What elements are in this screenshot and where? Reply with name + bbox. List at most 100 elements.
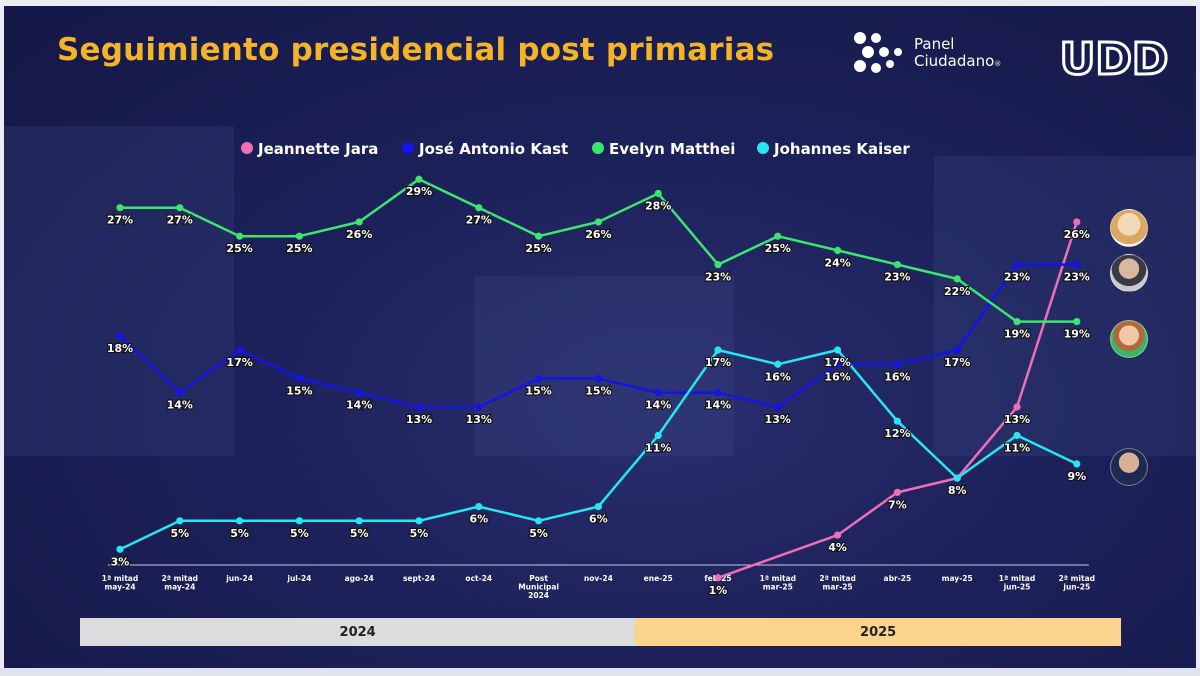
- x-tick-label: 2ª mitad: [819, 574, 855, 583]
- data-point: [1073, 218, 1081, 226]
- data-point: [116, 545, 124, 553]
- data-label: 6%: [469, 513, 488, 526]
- x-tick-label: 2ª mitad: [162, 574, 198, 583]
- data-point: [295, 374, 303, 383]
- data-label: 15%: [525, 385, 551, 398]
- data-point: [1013, 431, 1021, 440]
- data-label: 8%: [948, 484, 967, 497]
- data-point: [774, 403, 782, 411]
- data-label: 25%: [525, 242, 551, 255]
- data-point: [774, 232, 782, 240]
- legend-label: Johannes Kaiser: [773, 140, 910, 158]
- data-label: 28%: [645, 199, 671, 212]
- brand-line-2: Ciudadano: [914, 51, 995, 70]
- data-label: 11%: [645, 441, 671, 454]
- legend-marker: [241, 142, 253, 154]
- data-point: [295, 517, 303, 525]
- data-point: [1013, 403, 1021, 411]
- year-bar-2024: 2024: [80, 618, 636, 646]
- data-point: [654, 431, 662, 440]
- data-label: 5%: [290, 527, 309, 540]
- data-label: 16%: [884, 370, 910, 383]
- bottom-strip: [0, 668, 1200, 676]
- data-point: [714, 574, 722, 582]
- data-label: 25%: [765, 242, 791, 255]
- data-label: 15%: [286, 385, 312, 398]
- data-label: 19%: [1064, 328, 1090, 341]
- data-label: 17%: [705, 356, 731, 369]
- x-tick-label: may-25: [942, 574, 973, 583]
- data-label: 26%: [1064, 228, 1090, 241]
- avatar-johannes-kaiser: [1110, 448, 1148, 486]
- data-label: 11%: [1004, 441, 1030, 454]
- background-palace: [474, 276, 734, 456]
- x-tick-label: jul-24: [286, 574, 311, 583]
- dots-logo-icon: [854, 32, 902, 73]
- data-label: 5%: [350, 527, 369, 540]
- data-point: [475, 403, 483, 411]
- x-tick-label: Municipal: [518, 583, 559, 592]
- data-point: [594, 374, 603, 383]
- data-label: 7%: [888, 498, 907, 511]
- data-label: 17%: [226, 356, 252, 369]
- data-label: 13%: [765, 413, 791, 426]
- data-point: [1073, 317, 1081, 326]
- x-tick-label: oct-24: [465, 574, 492, 583]
- data-point: [774, 360, 782, 368]
- data-label: 13%: [406, 413, 432, 426]
- data-point: [176, 517, 184, 525]
- data-label: 26%: [585, 228, 611, 241]
- data-point: [355, 218, 363, 226]
- data-point: [295, 232, 303, 240]
- x-tick-label: may-24: [104, 583, 135, 592]
- avatar-evelyn-matthei: [1110, 320, 1148, 358]
- page-title: Seguimiento presidencial post primarias: [57, 32, 775, 68]
- series-line: [717, 221, 1078, 579]
- x-tick-label: 2024: [528, 591, 549, 600]
- data-label: 14%: [705, 399, 731, 412]
- udd-logo: UDD: [1058, 36, 1170, 78]
- data-point: [236, 517, 244, 525]
- series-line: [120, 177, 1077, 323]
- data-label: 27%: [107, 214, 133, 227]
- brand-line-1: Panel: [914, 34, 955, 53]
- data-point: [953, 474, 961, 482]
- x-tick-label: jun-25: [1003, 583, 1031, 592]
- data-label: 6%: [589, 513, 608, 526]
- data-point: [1073, 460, 1081, 468]
- data-label: 18%: [107, 342, 133, 355]
- x-tick-label: sept-24: [403, 574, 435, 583]
- data-point: [654, 189, 662, 198]
- data-label: 1%: [709, 584, 728, 597]
- background-building-left: [4, 126, 234, 456]
- data-point: [1013, 261, 1021, 269]
- data-label: 23%: [1004, 271, 1030, 284]
- data-point: [415, 403, 423, 411]
- legend-label: José Antonio Kast: [418, 140, 568, 158]
- data-label: 12%: [884, 427, 910, 440]
- data-label: 24%: [824, 256, 850, 269]
- data-label: 22%: [944, 285, 970, 298]
- data-point: [714, 346, 722, 354]
- data-point: [535, 517, 543, 525]
- data-label: 27%: [466, 214, 492, 227]
- x-tick-label: jun-25: [1062, 583, 1090, 592]
- data-label: 23%: [884, 271, 910, 284]
- data-point: [714, 261, 722, 269]
- x-tick-label: nov-24: [584, 574, 613, 583]
- data-label: 19%: [1004, 328, 1030, 341]
- data-label: 16%: [824, 370, 850, 383]
- data-point: [1073, 261, 1081, 269]
- data-point: [415, 175, 423, 183]
- data-point: [475, 503, 483, 511]
- data-point: [714, 389, 722, 397]
- data-label: 13%: [466, 413, 492, 426]
- data-label: 5%: [410, 527, 429, 540]
- data-point: [236, 232, 244, 240]
- data-label: 14%: [167, 399, 193, 412]
- data-label: 8%: [948, 484, 967, 497]
- x-tick-label: mar-25: [823, 583, 853, 592]
- data-point: [893, 488, 902, 496]
- data-label: 14%: [346, 399, 372, 412]
